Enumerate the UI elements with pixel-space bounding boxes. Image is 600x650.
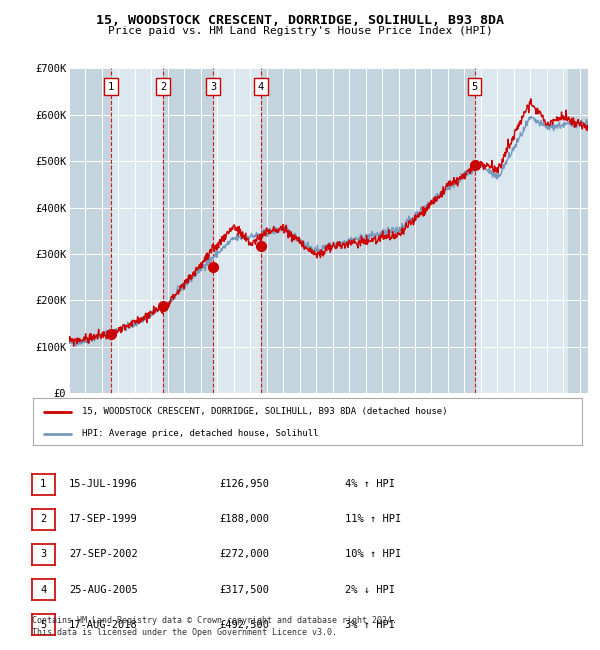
Bar [568, 68, 588, 393]
Bar [163, 68, 213, 393]
Text: 5: 5 [472, 82, 478, 92]
Text: 15-JUL-1996: 15-JUL-1996 [69, 479, 138, 489]
Text: 27-SEP-2002: 27-SEP-2002 [69, 549, 138, 560]
Text: 3: 3 [40, 549, 46, 560]
Text: 4% ↑ HPI: 4% ↑ HPI [345, 479, 395, 489]
Text: 1: 1 [108, 82, 114, 92]
Text: 17-AUG-2018: 17-AUG-2018 [69, 619, 138, 630]
Text: 2% ↓ HPI: 2% ↓ HPI [345, 584, 395, 595]
Bar [69, 68, 111, 393]
Text: Price paid vs. HM Land Registry's House Price Index (HPI): Price paid vs. HM Land Registry's House … [107, 26, 493, 36]
Bar [261, 68, 475, 393]
Text: HPI: Average price, detached house, Solihull: HPI: Average price, detached house, Soli… [82, 429, 319, 438]
Text: 3% ↑ HPI: 3% ↑ HPI [345, 619, 395, 630]
Text: 2: 2 [40, 514, 46, 525]
Text: 1: 1 [40, 479, 46, 489]
Text: £188,000: £188,000 [219, 514, 269, 525]
Text: 4: 4 [258, 82, 264, 92]
Text: 25-AUG-2005: 25-AUG-2005 [69, 584, 138, 595]
Text: £126,950: £126,950 [219, 479, 269, 489]
Text: 15, WOODSTOCK CRESCENT, DORRIDGE, SOLIHULL, B93 8DA (detached house): 15, WOODSTOCK CRESCENT, DORRIDGE, SOLIHU… [82, 407, 448, 416]
Text: 17-SEP-1999: 17-SEP-1999 [69, 514, 138, 525]
Text: 11% ↑ HPI: 11% ↑ HPI [345, 514, 401, 525]
Text: 10% ↑ HPI: 10% ↑ HPI [345, 549, 401, 560]
Text: This data is licensed under the Open Government Licence v3.0.: This data is licensed under the Open Gov… [32, 628, 337, 637]
Text: 5: 5 [40, 619, 46, 630]
Text: 2: 2 [160, 82, 166, 92]
Text: Contains HM Land Registry data © Crown copyright and database right 2024.: Contains HM Land Registry data © Crown c… [32, 616, 397, 625]
Text: £317,500: £317,500 [219, 584, 269, 595]
Text: £272,000: £272,000 [219, 549, 269, 560]
Text: £492,500: £492,500 [219, 619, 269, 630]
Text: 4: 4 [40, 584, 46, 595]
Text: 3: 3 [210, 82, 216, 92]
Text: 15, WOODSTOCK CRESCENT, DORRIDGE, SOLIHULL, B93 8DA: 15, WOODSTOCK CRESCENT, DORRIDGE, SOLIHU… [96, 14, 504, 27]
